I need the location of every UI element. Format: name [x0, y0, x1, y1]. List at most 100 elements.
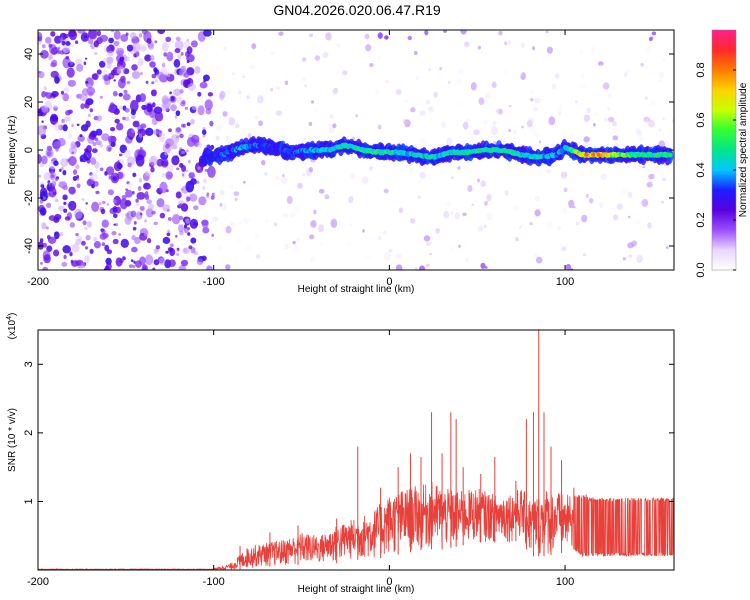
noise-blob	[439, 66, 442, 71]
noise-blob	[249, 58, 256, 66]
noise-blob	[43, 172, 52, 181]
noise-blob	[656, 125, 663, 133]
noise-blob	[136, 192, 146, 200]
snr-y-multiplier: (x104)	[6, 313, 18, 340]
noise-blob	[39, 190, 49, 202]
noise-blob	[40, 261, 43, 265]
noise-blob	[377, 32, 383, 39]
noise-blob	[91, 201, 100, 212]
noise-blob	[218, 246, 223, 251]
noise-blob	[68, 186, 76, 195]
noise-blob	[52, 141, 61, 150]
noise-blob	[101, 133, 110, 142]
noise-blob	[48, 54, 53, 61]
noise-blob	[332, 123, 337, 129]
noise-blob	[313, 209, 317, 215]
noise-blob	[375, 89, 379, 94]
noise-blob	[174, 126, 182, 134]
noise-blob	[635, 127, 641, 135]
noise-blob	[182, 123, 186, 128]
noise-blob	[175, 191, 182, 199]
noise-blob	[304, 84, 307, 88]
spectrogram-x-ticks: -200 -100 0 100	[27, 30, 574, 288]
noise-blob	[126, 80, 131, 85]
noise-blob	[237, 237, 243, 244]
noise-blob	[45, 36, 52, 44]
noise-blob	[395, 264, 403, 270]
noise-blob	[202, 227, 210, 234]
noise-blob	[384, 35, 389, 40]
noise-blob	[548, 116, 556, 126]
noise-blob	[80, 103, 85, 110]
noise-blob	[119, 105, 123, 110]
noise-blob	[70, 259, 74, 264]
noise-blob	[60, 158, 69, 168]
noise-blob	[183, 79, 190, 87]
noise-blob	[456, 125, 461, 130]
noise-blob	[128, 264, 134, 268]
noise-blob	[535, 132, 539, 138]
noise-blob	[101, 219, 110, 228]
noise-blob	[546, 220, 554, 229]
noise-blob	[132, 226, 137, 231]
noise-blob	[92, 141, 97, 147]
noise-blob	[111, 137, 117, 143]
noise-blob	[365, 44, 372, 52]
noise-blob	[290, 212, 296, 218]
noise-blob	[48, 43, 53, 48]
noise-blob	[145, 127, 154, 136]
noise-blob	[175, 36, 181, 42]
noise-blob	[125, 188, 128, 191]
noise-blob	[161, 42, 169, 52]
colorbar-label: Normalized spectral amplitude	[738, 82, 749, 217]
noise-blob	[185, 180, 195, 193]
noise-blob	[325, 32, 332, 41]
noise-blob	[179, 203, 184, 208]
noise-blob	[75, 164, 80, 170]
noise-blob	[628, 215, 631, 219]
noise-blob	[170, 143, 178, 150]
noise-blob	[636, 129, 643, 137]
noise-blob	[106, 230, 109, 234]
noise-blob	[242, 75, 246, 79]
noise-blob	[338, 47, 342, 52]
noise-blob	[250, 63, 258, 71]
noise-blob	[38, 174, 42, 178]
noise-blob	[120, 34, 129, 42]
noise-blob	[188, 159, 191, 164]
snr-gap	[597, 330, 602, 568]
noise-blob	[380, 247, 383, 251]
noise-blob	[162, 236, 171, 244]
noise-blob	[63, 87, 70, 94]
ridge-bright-spot	[591, 152, 596, 157]
noise-blob	[212, 216, 219, 222]
noise-blob	[73, 169, 77, 175]
noise-blob	[561, 246, 567, 252]
noise-blob	[130, 32, 137, 39]
noise-blob	[501, 68, 508, 76]
noise-blob	[169, 243, 174, 248]
snr-multiplier-exp: 4	[6, 316, 13, 320]
noise-blob	[93, 241, 101, 249]
noise-blob	[40, 184, 45, 188]
noise-blob	[89, 173, 99, 182]
noise-blob	[85, 235, 91, 241]
noise-blob	[662, 58, 666, 62]
noise-blob	[404, 99, 408, 104]
noise-blob	[162, 204, 171, 212]
noise-blob	[215, 135, 220, 141]
noise-blob	[590, 45, 597, 55]
noise-blob	[156, 158, 164, 167]
noise-blob	[225, 225, 232, 234]
noise-blob	[642, 166, 646, 169]
noise-blob	[314, 55, 321, 61]
noise-blob	[132, 264, 136, 269]
noise-blob	[658, 128, 661, 132]
noise-blob	[238, 90, 242, 95]
noise-blob	[199, 81, 208, 89]
noise-blob	[146, 199, 152, 204]
noise-blob	[181, 173, 185, 177]
noise-blob	[125, 56, 130, 62]
noise-blob	[54, 76, 60, 84]
noise-blob	[556, 164, 560, 168]
